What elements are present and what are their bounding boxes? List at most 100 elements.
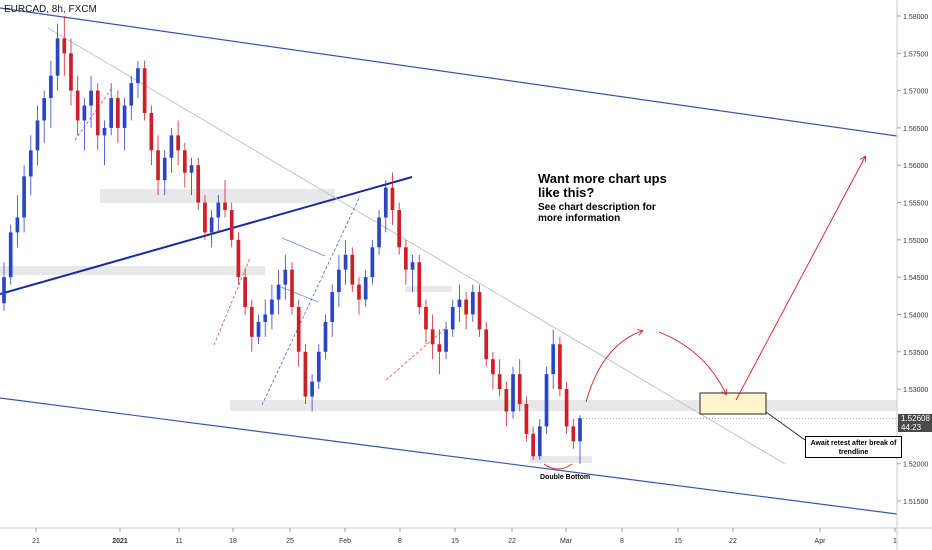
- time-tick-label: 22: [729, 538, 737, 545]
- candle-body: [176, 135, 180, 151]
- annotation-overlays: [543, 157, 897, 470]
- price-axis[interactable]: 1.58000 1.57500 1.57000 1.56500 1.56000 1.555…: [896, 0, 928, 550]
- candle-body: [249, 307, 254, 337]
- candle-body: [8, 232, 13, 278]
- impulse-dashed-line: [74, 87, 113, 141]
- candle-body: [457, 299, 462, 307]
- retest-callout: Await retest after break of trendline: [805, 436, 902, 458]
- last-price-value: 1.52608: [901, 414, 930, 423]
- candle-body: [377, 217, 381, 248]
- candle-body: [209, 217, 214, 233]
- candle-body: [116, 98, 120, 128]
- candle-body: [156, 150, 160, 181]
- retest-zone-box: [699, 392, 767, 415]
- candle-body: [102, 127, 107, 136]
- candle-body: [357, 284, 361, 300]
- candle-body: [122, 105, 127, 128]
- candle-body: [55, 38, 60, 76]
- candle-body: [49, 75, 53, 99]
- candle-body: [564, 389, 569, 427]
- candle-body: [162, 157, 167, 181]
- candle-body: [296, 307, 301, 352]
- candle-body: [303, 351, 308, 397]
- price-tick-label: 1.54000: [903, 312, 928, 319]
- candle-body: [236, 239, 241, 278]
- time-tick-label: Apr: [815, 538, 827, 545]
- price-tick-label: 1.57500: [903, 51, 928, 58]
- price-tick-label: 1.56500: [903, 126, 928, 133]
- candle-body: [350, 254, 355, 285]
- candle-body: [410, 262, 415, 270]
- time-tick-label: 22: [508, 538, 516, 545]
- candle-body: [477, 292, 482, 330]
- candle-body: [417, 262, 422, 307]
- candle-body: [504, 389, 509, 412]
- candle-body: [223, 202, 227, 210]
- candle-body: [430, 329, 435, 345]
- candle-body: [182, 150, 187, 173]
- time-axis[interactable]: 21 2021 11 18 25 Feb 8 15 22 Mar 8 15 22 Apr 1: [0, 527, 932, 545]
- candle-body: [524, 404, 529, 434]
- candle-body: [383, 187, 388, 218]
- double-bottom-label: Double Bottom: [540, 474, 591, 481]
- time-tick-label: 15: [451, 538, 459, 545]
- candle-body: [343, 254, 348, 270]
- time-tick-label: 8: [620, 538, 624, 545]
- candle-body: [551, 344, 556, 375]
- time-tick-label: Feb: [339, 538, 351, 545]
- candle-body: [397, 210, 402, 248]
- candle-body: [243, 277, 247, 307]
- candle-body: [390, 187, 395, 210]
- candle-body: [511, 374, 515, 412]
- candle-body: [363, 277, 368, 300]
- time-tick-label: 8: [398, 538, 402, 545]
- candle-body: [276, 284, 281, 300]
- price-zone: [100, 189, 335, 203]
- candle-body: [517, 374, 522, 404]
- impulse-dashed-line: [261, 195, 361, 406]
- candle-body: [537, 426, 542, 457]
- bar-countdown: 44:23: [901, 423, 922, 432]
- candle-body: [330, 292, 335, 322]
- support-resistance-zones: [0, 189, 897, 463]
- candle-body: [578, 418, 582, 442]
- price-tick-label: 1.51500: [903, 499, 928, 506]
- time-tick-label: 25: [286, 538, 294, 545]
- price-tick-label: 1.55500: [903, 201, 928, 208]
- price-tick-label: 1.53500: [903, 350, 928, 357]
- candle-body: [290, 269, 294, 307]
- candle-body: [470, 292, 475, 315]
- candle-body: [444, 329, 448, 352]
- candle-body: [229, 210, 234, 240]
- ascending-trendline: [0, 176, 413, 295]
- candle-body: [42, 98, 47, 121]
- candle-body: [89, 90, 93, 106]
- candle-body: [109, 98, 114, 128]
- candle-body: [370, 247, 375, 278]
- candle-body: [169, 135, 174, 158]
- time-tick-label: 21: [32, 538, 40, 545]
- candle-body: [15, 217, 20, 233]
- candle-body: [316, 351, 321, 382]
- price-zone: [530, 456, 592, 463]
- candle-body: [263, 314, 268, 322]
- candle-body: [136, 68, 140, 84]
- candle-body: [571, 426, 576, 442]
- candle-body: [129, 83, 134, 106]
- candle-body: [497, 374, 502, 390]
- impulse-dashed-line: [213, 257, 251, 346]
- channel-lower-line: [0, 397, 898, 515]
- trend-lines: [0, 7, 898, 515]
- subline-annotation: See chart description for more informati…: [538, 202, 656, 224]
- candle-body: [558, 344, 562, 390]
- time-tick-label: 1: [893, 538, 897, 545]
- candle-body: [203, 202, 207, 233]
- candle-body: [310, 381, 314, 397]
- candle-body: [216, 202, 221, 218]
- candle-body: [22, 176, 26, 218]
- candle-body: [323, 321, 328, 352]
- candle-body: [69, 53, 73, 91]
- price-tick-label: 1.57000: [903, 89, 928, 96]
- time-tick-label: 15: [674, 538, 682, 545]
